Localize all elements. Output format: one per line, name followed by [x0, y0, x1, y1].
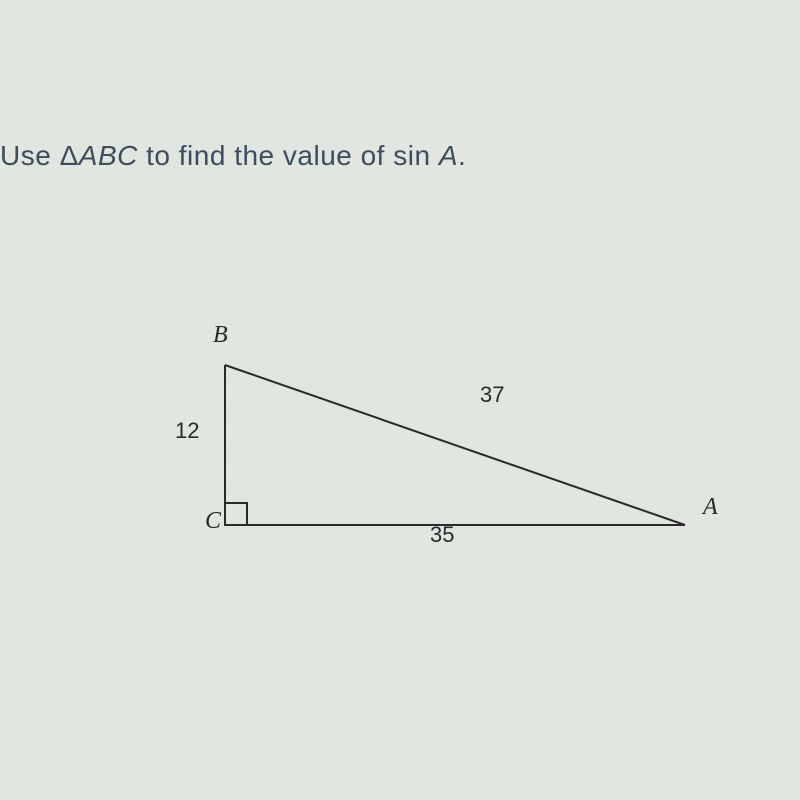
delta-symbol: Δ [60, 140, 79, 171]
side-label-ca: 35 [430, 522, 454, 548]
right-angle-marker [225, 503, 247, 525]
question-text-suffix: . [458, 140, 466, 171]
vertex-label-a: A [703, 494, 718, 521]
question-text-middle: to find the value of sin [138, 140, 439, 171]
vertex-label-b: B [213, 322, 228, 349]
angle-name: A [439, 140, 458, 171]
question-text-prefix: Use [0, 140, 60, 171]
triangle-name: ABC [79, 140, 138, 171]
side-label-bc: 12 [175, 418, 199, 444]
triangle-svg [175, 340, 725, 590]
side-label-ab: 37 [480, 382, 504, 408]
triangle-diagram: B C A 12 37 35 [175, 340, 725, 590]
vertex-label-c: C [205, 508, 221, 535]
question-prompt: Use ΔABC to find the value of sin A. [0, 140, 466, 172]
side-ab [225, 365, 685, 525]
